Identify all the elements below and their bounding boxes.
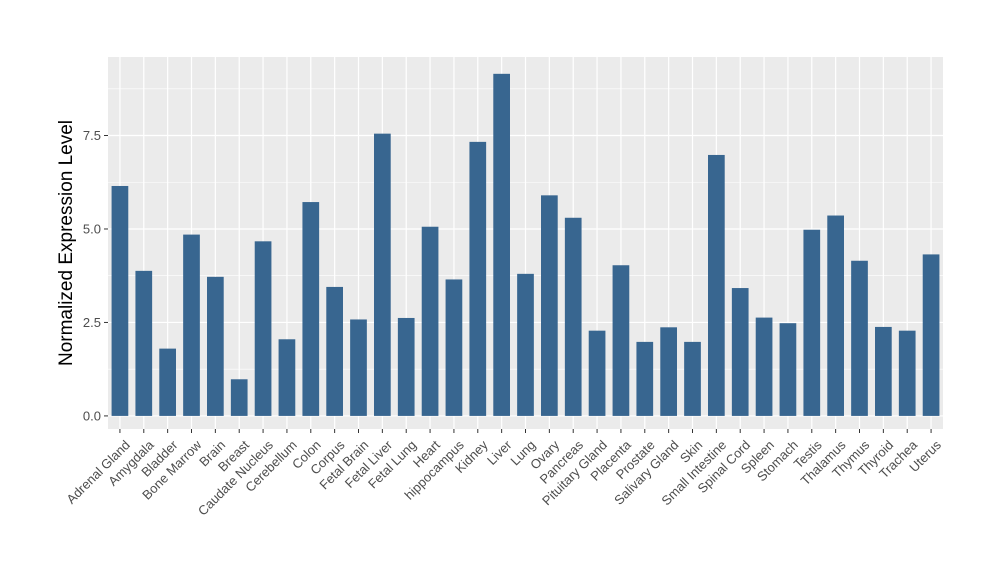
- bar: [851, 260, 868, 416]
- bar: [254, 241, 272, 416]
- bar: [207, 276, 224, 416]
- bar: [350, 319, 367, 416]
- bar: [541, 195, 558, 416]
- bar: [612, 265, 630, 416]
- bar: [421, 226, 439, 416]
- bar: [898, 330, 916, 416]
- bar: [183, 234, 200, 416]
- bar: [374, 133, 391, 416]
- bar: [302, 202, 320, 416]
- y-axis-ticks: 0.0 2.5 5.0 7.5: [83, 128, 108, 423]
- bar: [803, 229, 821, 416]
- bar: [469, 141, 487, 416]
- y-tick-label: 5.0: [83, 221, 101, 236]
- bars-group: [111, 73, 940, 416]
- x-tick-label: Liver: [484, 437, 515, 468]
- bar: [636, 341, 654, 416]
- y-tick-label: 0.0: [83, 408, 101, 423]
- bar: [159, 348, 176, 416]
- bar: [135, 270, 153, 416]
- y-axis-title: Normalized Expression Level: [56, 120, 77, 366]
- bar: [827, 215, 844, 416]
- bar: [755, 317, 773, 416]
- bar: [875, 326, 892, 416]
- bar: [397, 317, 415, 416]
- bar: [326, 286, 343, 416]
- bar: [588, 330, 606, 416]
- bar: [684, 341, 701, 416]
- bar: [779, 323, 797, 416]
- bar: [278, 339, 296, 416]
- bar: [111, 185, 129, 416]
- bar: [493, 73, 510, 416]
- bar: [517, 273, 534, 416]
- bar: [660, 327, 677, 416]
- bar: [564, 217, 582, 416]
- bar: [230, 379, 248, 416]
- bar: [731, 288, 749, 416]
- bar: [445, 279, 463, 416]
- y-tick-label: 7.5: [83, 128, 101, 143]
- y-tick-label: 2.5: [83, 315, 101, 330]
- bar: [708, 154, 725, 416]
- bar: [922, 254, 940, 416]
